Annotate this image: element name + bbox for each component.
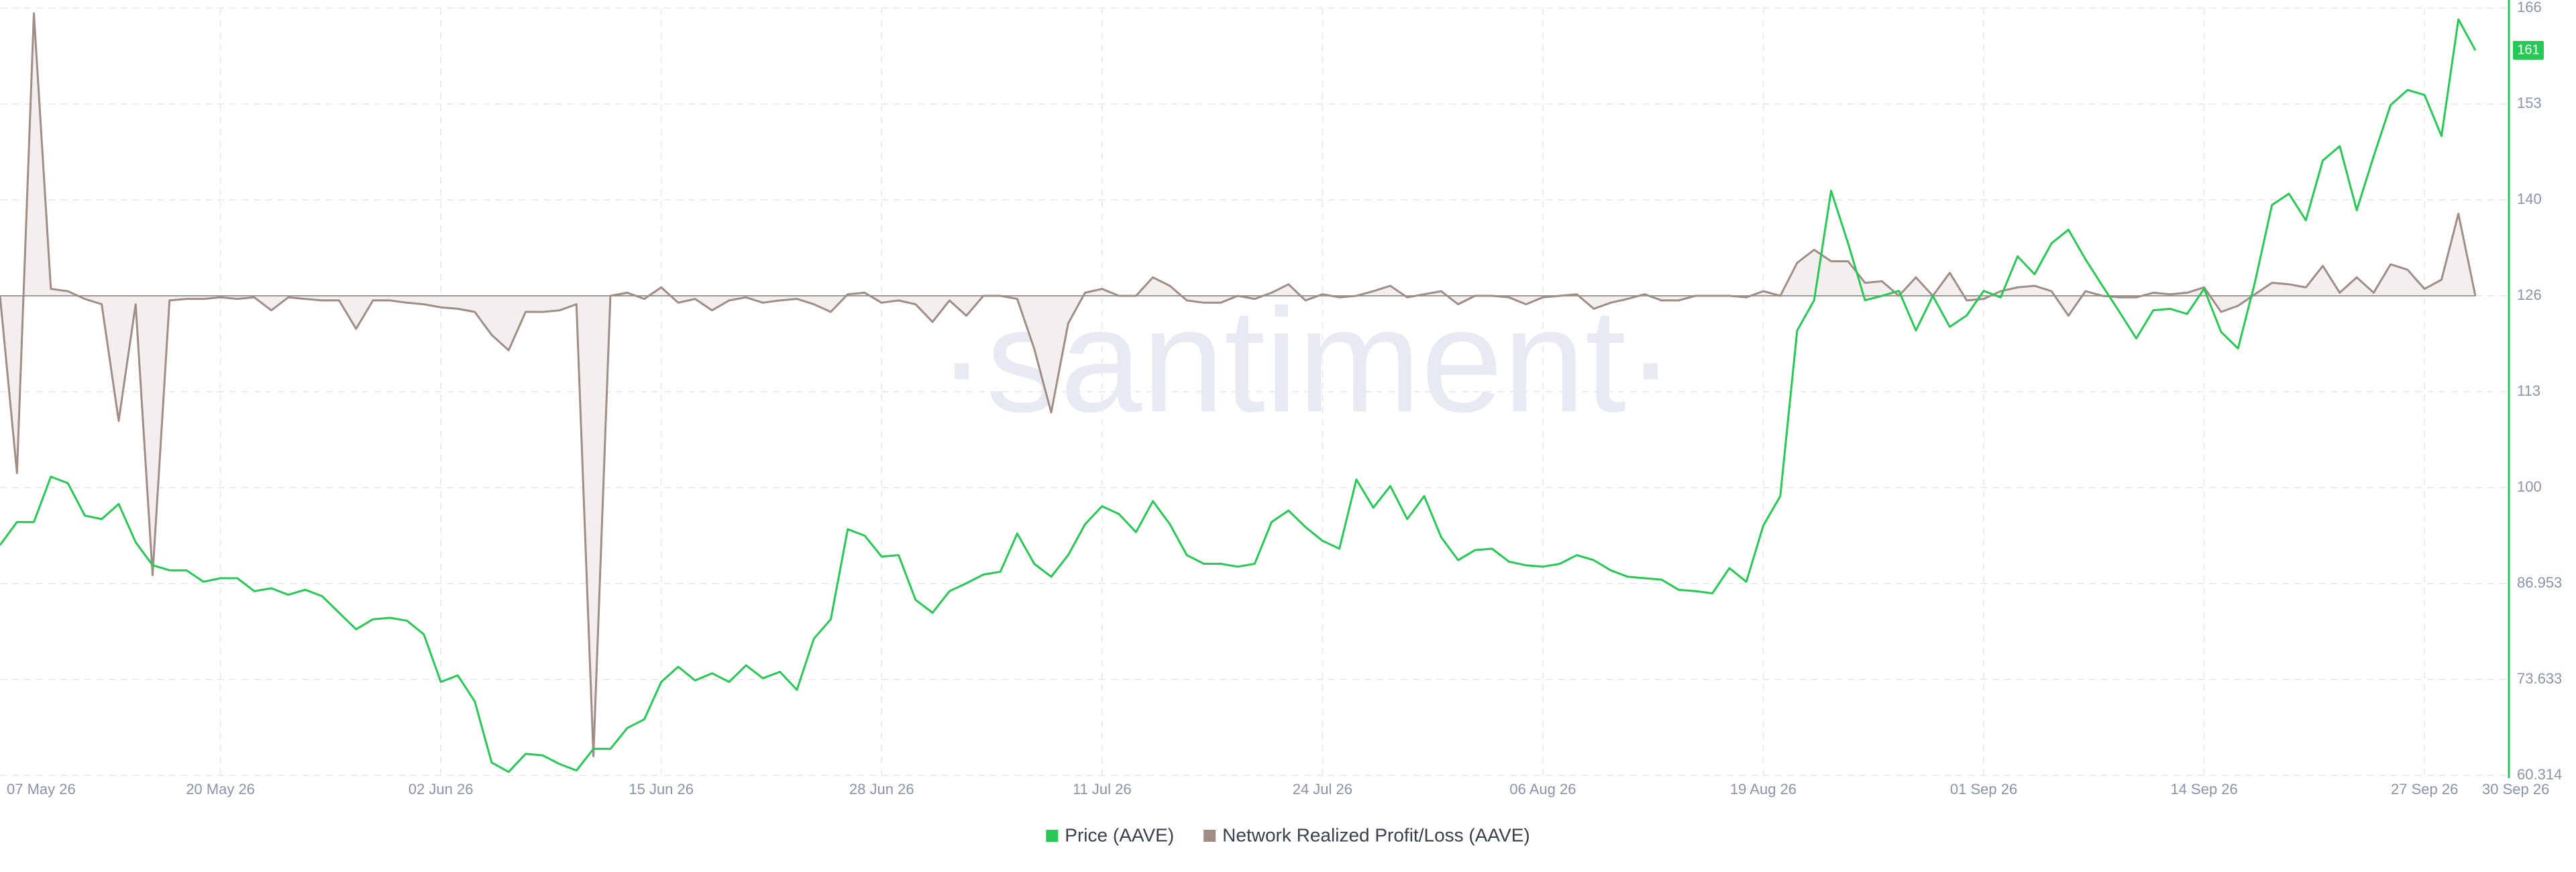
x-tick-label: 11 Jul 26 xyxy=(1073,781,1132,798)
y-tick-label: 100 xyxy=(2517,478,2542,495)
legend-swatch xyxy=(1046,830,1059,842)
legend-label: Price (AAVE) xyxy=(1065,824,1174,845)
line-series xyxy=(0,12,2477,757)
x-tick-label: 14 Sep 26 xyxy=(2170,781,2237,798)
last-value-label: 161 xyxy=(2517,42,2539,57)
x-tick-label: 24 Jul 26 xyxy=(1293,781,1352,798)
y-tick-label: 166 xyxy=(2517,0,2542,15)
y-tick-label: 140 xyxy=(2517,190,2542,207)
y-tick-label: 60.314 xyxy=(2517,766,2562,783)
x-tick-label: 06 Aug 26 xyxy=(1509,781,1576,798)
x-tick-label: 30 Sep 26 xyxy=(2482,781,2549,798)
x-tick-label: 02 Jun 26 xyxy=(409,781,474,798)
x-tick-label: 20 May 26 xyxy=(186,781,255,798)
y-tick-label: 113 xyxy=(2517,382,2540,399)
legend-label: Network Realized Profit/Loss (AAVE) xyxy=(1222,824,1530,845)
y-tick-label: 73.633 xyxy=(2517,670,2562,687)
legend-swatch xyxy=(1203,830,1216,842)
y-tick-label: 153 xyxy=(2517,95,2542,111)
x-tick-label: 15 Jun 26 xyxy=(629,781,694,798)
y-tick-label: 126 xyxy=(2517,286,2542,303)
last-value-box xyxy=(2513,41,2544,60)
x-tick-label: 27 Sep 26 xyxy=(2391,781,2458,798)
x-tick-label: 19 Aug 26 xyxy=(1730,781,1796,798)
x-tick-label: 01 Sep 26 xyxy=(1950,781,2017,798)
line-series xyxy=(0,18,2477,773)
x-tick-label: 28 Jun 26 xyxy=(849,781,914,798)
legend: Price (AAVE) Network Realized Profit/Loss… xyxy=(1046,824,1530,845)
y-tick-label: 86.953 xyxy=(2517,574,2562,591)
x-tick-label: 07 May 26 xyxy=(7,781,76,798)
